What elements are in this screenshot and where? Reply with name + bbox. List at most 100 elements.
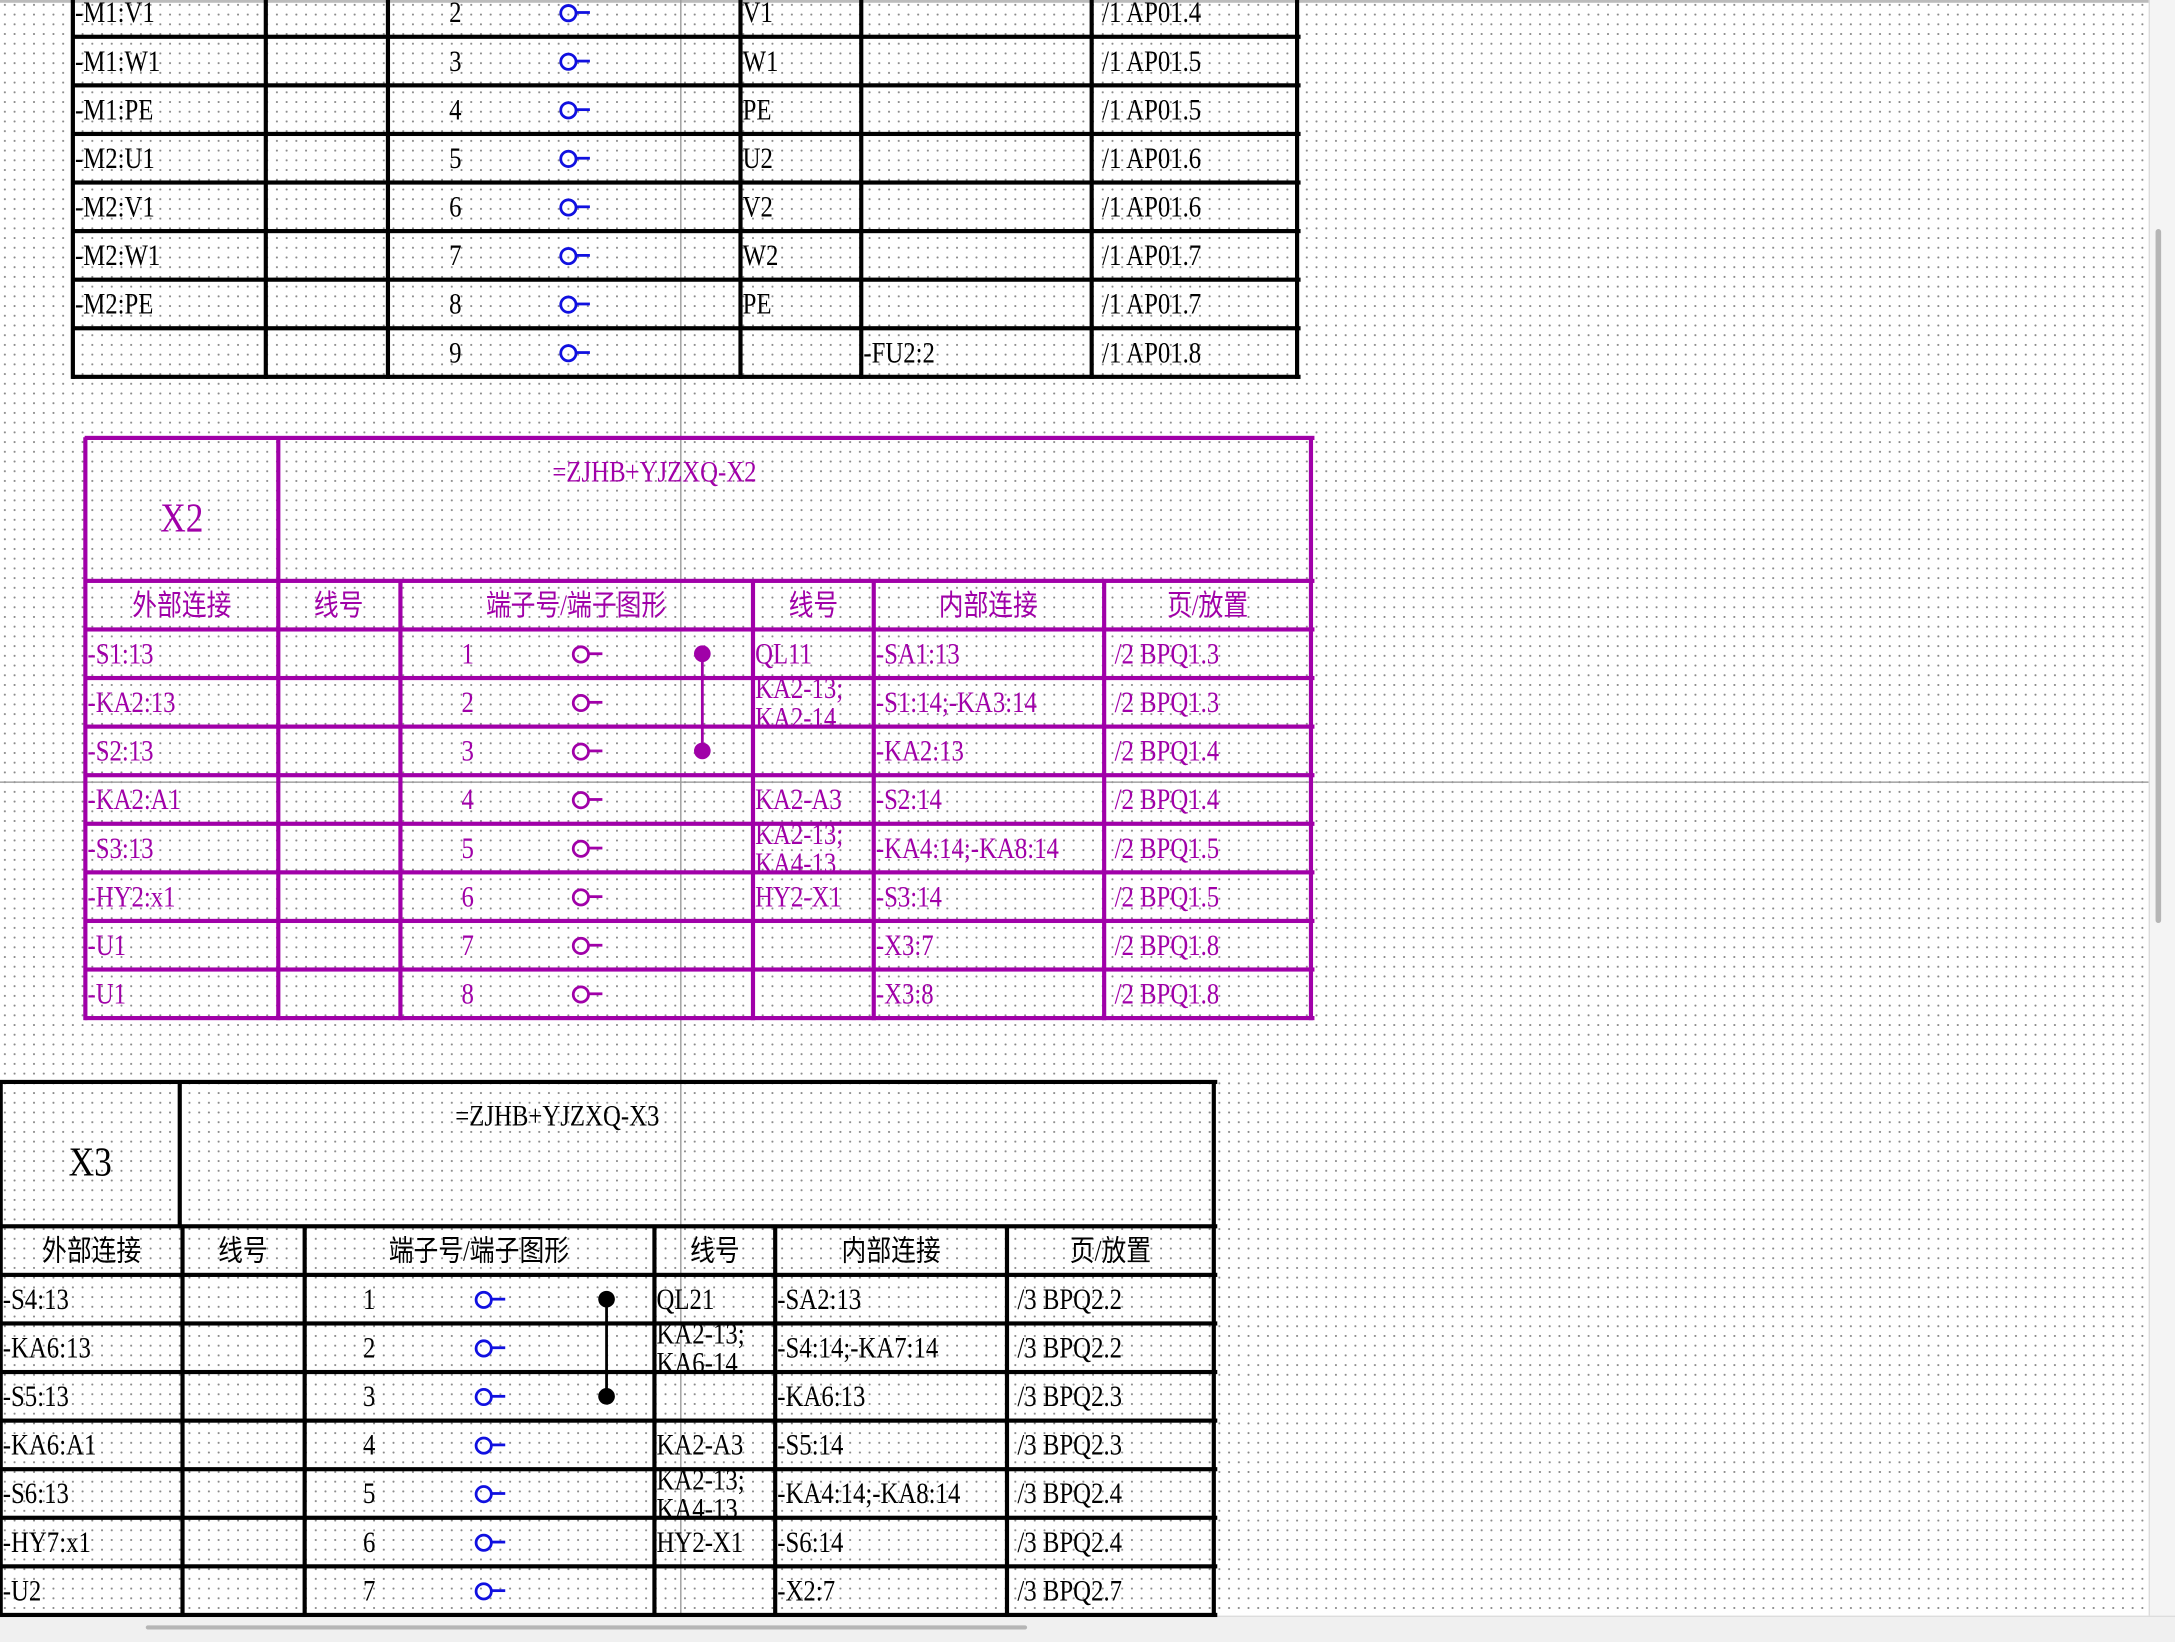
cell-ext: -M2:V1 — [74, 189, 155, 223]
jumper-dot — [694, 741, 711, 759]
column-header: 内部连接 — [938, 588, 1038, 622]
terminal-symbol-icon[interactable] — [559, 149, 590, 168]
terminal-symbol-icon[interactable] — [474, 1435, 506, 1454]
cell-wire2: V2 — [742, 189, 773, 223]
cell-page: /3 BPQ2.4 — [1017, 1476, 1123, 1510]
column-header: 线号 — [313, 588, 364, 622]
column-header: 内部连接 — [840, 1233, 940, 1268]
cell-page: /1 AP01.4 — [1102, 0, 1202, 29]
jumper-dot — [694, 644, 711, 662]
cell-internal: -S1:14;-KA3:14 — [875, 684, 1037, 719]
terminal-symbol-icon[interactable] — [559, 246, 590, 265]
terminal-symbol-icon[interactable] — [474, 1290, 506, 1309]
cell-internal: -S2:14 — [875, 782, 942, 816]
vertical-scrollbar-thumb[interactable] — [2155, 229, 2162, 924]
terminal-symbol-icon[interactable] — [474, 1581, 506, 1600]
strip-designation: =ZJHB+YJZXQ-X3 — [455, 1099, 660, 1133]
row-divider — [72, 83, 1301, 88]
vertical-scrollbar-track[interactable] — [2148, 0, 2175, 1643]
jumper-dot — [598, 1290, 615, 1307]
row-divider — [72, 229, 1301, 234]
cell-num: 7 — [449, 238, 462, 272]
cell-page: /1 AP01.6 — [1102, 140, 1202, 175]
row-divider — [84, 870, 1315, 875]
cell-internal: -SA1:13 — [875, 636, 960, 670]
crosshair-horizontal — [0, 781, 2175, 783]
cell-num: 7 — [461, 927, 474, 962]
terminal-symbol-icon[interactable] — [571, 644, 603, 663]
column-divider — [871, 580, 876, 1021]
cell-ext: -KA2:A1 — [87, 782, 182, 816]
title-block-divider — [276, 437, 281, 581]
cell-wire2: PE — [742, 92, 772, 126]
column-divider — [738, 0, 743, 379]
row-divider — [84, 724, 1315, 729]
row-divider — [72, 326, 1301, 331]
cell-num: 9 — [449, 335, 462, 369]
column-divider — [859, 0, 864, 379]
terminal-symbol-icon[interactable] — [559, 100, 590, 119]
jumper-bridge-line — [700, 653, 704, 751]
terminal-symbol-icon[interactable] — [559, 52, 590, 71]
cell-ext: -M1:V1 — [74, 0, 155, 29]
row-divider — [72, 374, 1301, 379]
cell-num: 8 — [461, 976, 474, 1010]
row-divider — [0, 1564, 1218, 1569]
terminal-symbol-icon[interactable] — [559, 197, 590, 216]
row-divider — [72, 34, 1301, 39]
cell-page: /2 BPQ1.5 — [1114, 879, 1220, 913]
column-header: 线号 — [218, 1233, 268, 1268]
cell-internal: -KA6:13 — [777, 1378, 866, 1413]
row-divider — [84, 773, 1315, 778]
cell-num: 4 — [449, 92, 462, 126]
cell-wire2: W2 — [742, 238, 779, 272]
cell-page: /2 BPQ1.8 — [1114, 927, 1220, 962]
column-divider — [1089, 0, 1094, 379]
title-block-divider — [177, 1081, 182, 1226]
cell-internal: -KA4:14;-KA8:14 — [875, 830, 1059, 865]
terminal-symbol-icon[interactable] — [474, 1533, 506, 1552]
cell-num: 8 — [449, 286, 462, 320]
terminal-symbol-icon[interactable] — [571, 790, 603, 809]
crosshair-vertical — [680, 0, 682, 1643]
cell-ext: -KA2:13 — [87, 684, 176, 719]
terminal-symbol-icon[interactable] — [571, 936, 603, 955]
cell-wire2: QL21 — [656, 1281, 715, 1316]
terminal-symbol-icon[interactable] — [559, 294, 590, 313]
terminal-symbol-icon[interactable] — [559, 343, 590, 362]
canvas-top-border — [0, 0, 2175, 3]
column-divider — [1308, 437, 1314, 1021]
column-header: 端子号/端子图形 — [388, 1233, 570, 1268]
cell-num: 3 — [363, 1378, 376, 1413]
cell-num: 3 — [449, 43, 462, 78]
title-block-top — [84, 435, 1315, 440]
cell-page: /1 AP01.6 — [1102, 189, 1202, 223]
cell-ext: -S5:13 — [2, 1378, 69, 1413]
cell-ext: -S6:13 — [2, 1476, 69, 1510]
terminal-symbol-icon[interactable] — [474, 1484, 506, 1503]
cell-internal: -X3:8 — [875, 976, 934, 1010]
cell-wire2: KA2-13; KA4-13 — [755, 816, 844, 880]
terminal-symbol-icon[interactable] — [571, 839, 603, 858]
cell-internal: -KA2:13 — [875, 733, 964, 767]
row-divider — [0, 1515, 1218, 1520]
cell-page: /1 AP01.5 — [1102, 43, 1202, 78]
terminal-symbol-icon[interactable] — [571, 741, 603, 760]
terminal-symbol-icon[interactable] — [571, 887, 603, 906]
terminal-symbol-icon[interactable] — [559, 3, 590, 22]
column-divider — [1295, 0, 1300, 379]
cell-internal: -S6:14 — [777, 1524, 844, 1559]
cell-ext: -KA6:13 — [2, 1330, 91, 1364]
terminal-symbol-icon[interactable] — [571, 693, 603, 712]
horizontal-scrollbar-thumb[interactable] — [145, 1625, 1028, 1630]
column-header: 端子号/端子图形 — [485, 588, 667, 622]
column-header: 线号 — [689, 1233, 739, 1268]
terminal-symbol-icon[interactable] — [474, 1338, 506, 1357]
terminal-symbol-icon[interactable] — [571, 984, 603, 1003]
terminal-symbol-icon[interactable] — [474, 1387, 506, 1406]
row-divider — [72, 131, 1301, 137]
column-divider — [0, 1081, 3, 1618]
row-divider — [0, 1369, 1218, 1375]
column-divider — [83, 437, 88, 1021]
